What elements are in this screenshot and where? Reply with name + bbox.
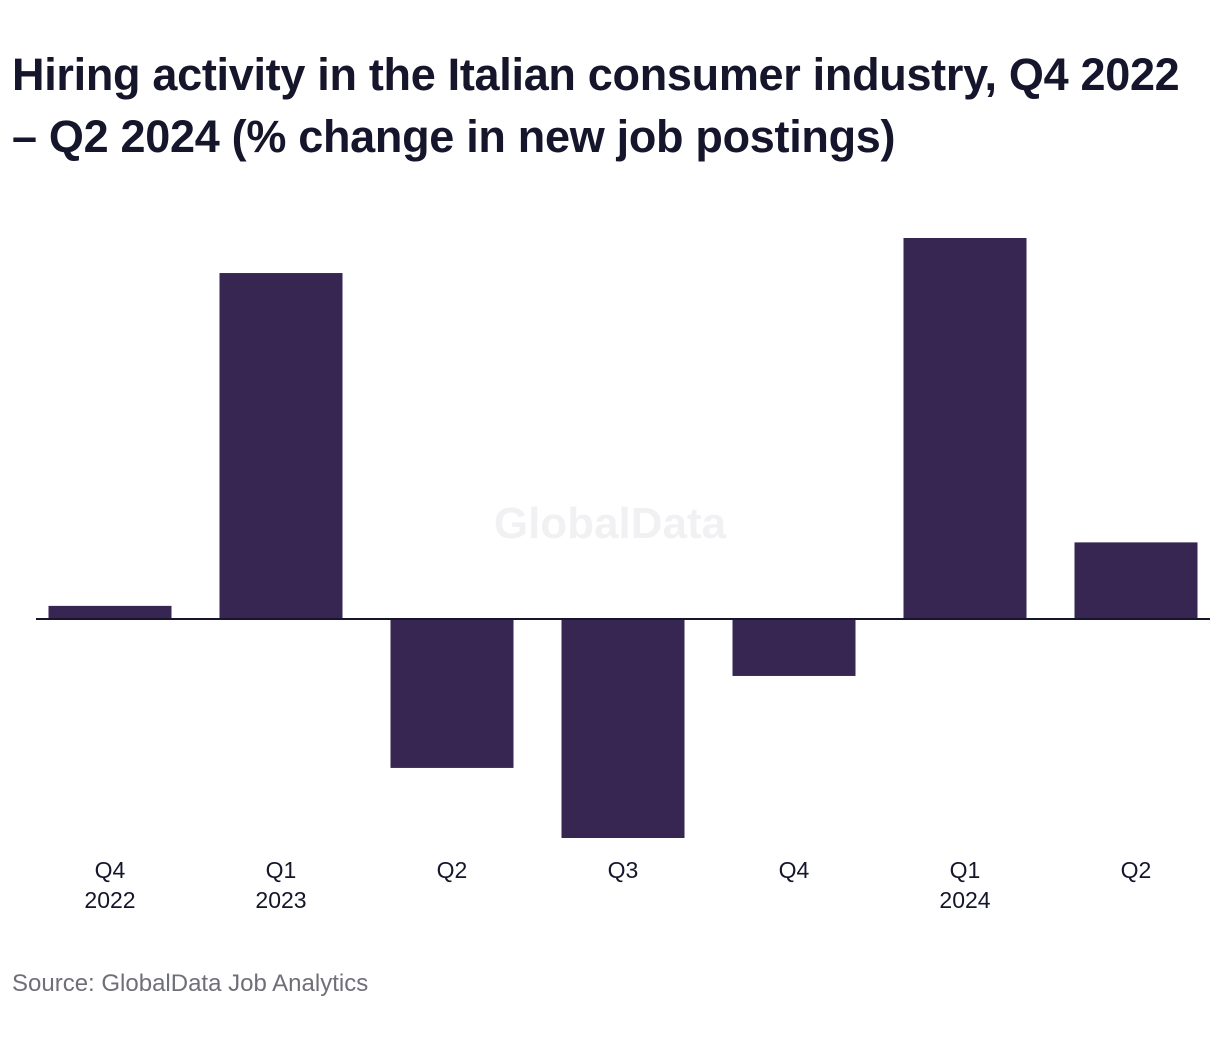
watermark-text: GlobalData	[494, 499, 727, 548]
x-tick-label-line: 2024	[939, 887, 990, 913]
x-tick-label-line: Q2	[1121, 857, 1152, 883]
x-tick-label-line: Q1	[950, 857, 981, 883]
x-tick-label: Q1 2024	[939, 857, 990, 913]
x-tick-label-line: Q4	[95, 857, 126, 883]
bar-q2-2024	[1074, 542, 1198, 620]
x-tick-label: Q4	[779, 857, 810, 883]
x-tick-label-line: 2022	[84, 887, 135, 913]
bar-q1-2024	[903, 238, 1027, 620]
x-tick-label: Q2	[437, 857, 468, 883]
x-tick-label-line: 2023	[255, 887, 306, 913]
x-tick-label-line: Q4	[779, 857, 810, 883]
x-tick-label: Q4 2022	[84, 857, 135, 913]
bar-q4-2022	[48, 605, 172, 620]
x-tick-label-line: Q1	[266, 857, 297, 883]
x-tick-labels: Q4 2022 Q1 2023 Q2 Q3 Q4 Q1 2024 Q2	[84, 857, 1151, 913]
x-tick-label-line: Q2	[437, 857, 468, 883]
source-note: Source: GlobalData Job Analytics	[12, 970, 369, 997]
chart-title: Hiring activity in the Italian consumer …	[12, 49, 1180, 162]
bars-group	[48, 238, 1198, 838]
x-tick-label: Q2	[1121, 857, 1152, 883]
bar-q4-2023	[732, 619, 856, 676]
bar-q3-2023	[561, 619, 685, 838]
bar-q2-2023	[390, 619, 514, 768]
x-tick-label: Q1 2023	[255, 857, 306, 913]
x-tick-label-line: Q3	[608, 857, 639, 883]
bar-q1-2023	[219, 273, 343, 620]
x-tick-label: Q3	[608, 857, 639, 883]
